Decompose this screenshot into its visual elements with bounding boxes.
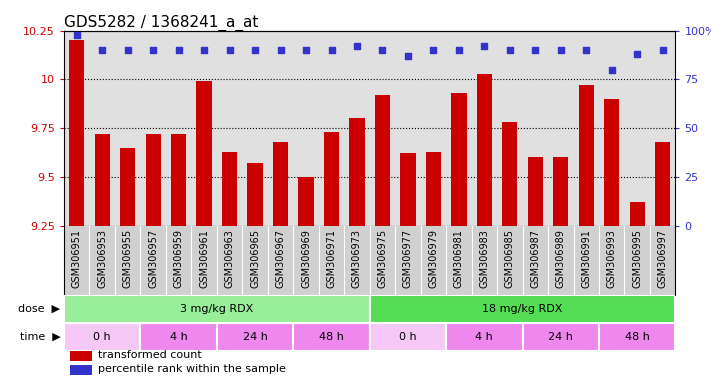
- Text: GSM306993: GSM306993: [606, 229, 616, 288]
- Point: [581, 47, 592, 53]
- Text: percentile rank within the sample: percentile rank within the sample: [97, 364, 286, 374]
- Bar: [146, 134, 161, 225]
- Text: GSM306975: GSM306975: [378, 229, 387, 288]
- Point: [606, 66, 617, 73]
- Text: GSM306955: GSM306955: [123, 229, 133, 288]
- Bar: [655, 142, 670, 225]
- Point: [173, 47, 184, 53]
- Text: GSM306985: GSM306985: [505, 229, 515, 288]
- Text: 4 h: 4 h: [476, 332, 493, 342]
- Text: GSM306991: GSM306991: [582, 229, 592, 288]
- Text: 0 h: 0 h: [93, 332, 111, 342]
- Text: GSM306977: GSM306977: [403, 229, 413, 288]
- Text: GSM306971: GSM306971: [326, 229, 336, 288]
- Bar: [70, 351, 92, 361]
- Bar: [426, 152, 441, 225]
- Bar: [528, 157, 543, 225]
- Point: [377, 47, 388, 53]
- Point: [657, 47, 668, 53]
- Point: [122, 47, 134, 53]
- Point: [530, 47, 541, 53]
- Bar: [69, 40, 85, 225]
- Bar: [64, 295, 370, 323]
- Bar: [247, 163, 262, 225]
- Text: GSM306995: GSM306995: [632, 229, 642, 288]
- Point: [428, 47, 439, 53]
- Text: GSM306973: GSM306973: [352, 229, 362, 288]
- Bar: [451, 93, 466, 225]
- Point: [275, 47, 287, 53]
- Text: GSM306963: GSM306963: [225, 229, 235, 288]
- Bar: [553, 157, 569, 225]
- Bar: [604, 99, 619, 225]
- Bar: [273, 142, 288, 225]
- Text: 48 h: 48 h: [625, 332, 650, 342]
- Point: [300, 47, 311, 53]
- Text: GSM306951: GSM306951: [72, 229, 82, 288]
- Point: [147, 47, 159, 53]
- Bar: [120, 147, 135, 225]
- Text: time  ▶: time ▶: [20, 332, 60, 342]
- Point: [504, 47, 515, 53]
- Point: [631, 51, 643, 57]
- Bar: [293, 323, 370, 351]
- Bar: [447, 323, 523, 351]
- Text: GSM306953: GSM306953: [97, 229, 107, 288]
- Text: 18 mg/kg RDX: 18 mg/kg RDX: [482, 304, 563, 314]
- Point: [224, 47, 235, 53]
- Point: [326, 47, 337, 53]
- Bar: [599, 323, 675, 351]
- Bar: [70, 365, 92, 374]
- Text: GSM306979: GSM306979: [429, 229, 439, 288]
- Bar: [629, 202, 645, 225]
- Text: GSM306965: GSM306965: [250, 229, 260, 288]
- Text: GSM306981: GSM306981: [454, 229, 464, 288]
- Bar: [579, 85, 594, 225]
- Point: [555, 47, 567, 53]
- Bar: [196, 81, 212, 225]
- Bar: [64, 323, 140, 351]
- Bar: [349, 118, 365, 225]
- Point: [198, 47, 210, 53]
- Point: [402, 53, 414, 59]
- Bar: [375, 95, 390, 225]
- Text: GSM306961: GSM306961: [199, 229, 209, 288]
- Text: GSM306967: GSM306967: [276, 229, 286, 288]
- Bar: [502, 122, 518, 225]
- Text: GSM306959: GSM306959: [173, 229, 183, 288]
- Bar: [523, 323, 599, 351]
- Text: 48 h: 48 h: [319, 332, 344, 342]
- Bar: [222, 152, 237, 225]
- Bar: [95, 134, 109, 225]
- Bar: [171, 134, 186, 225]
- Bar: [476, 74, 492, 225]
- Text: 4 h: 4 h: [170, 332, 188, 342]
- Point: [71, 31, 82, 38]
- Text: GDS5282 / 1368241_a_at: GDS5282 / 1368241_a_at: [64, 15, 258, 31]
- Point: [351, 43, 363, 50]
- Point: [97, 47, 108, 53]
- Point: [250, 47, 261, 53]
- Bar: [140, 323, 217, 351]
- Text: 24 h: 24 h: [548, 332, 573, 342]
- Text: GSM306957: GSM306957: [148, 229, 158, 288]
- Text: 0 h: 0 h: [399, 332, 417, 342]
- Bar: [370, 323, 447, 351]
- Text: GSM306997: GSM306997: [658, 229, 668, 288]
- Text: GSM306987: GSM306987: [530, 229, 540, 288]
- Text: transformed count: transformed count: [97, 350, 201, 360]
- Bar: [324, 132, 339, 225]
- Text: GSM306969: GSM306969: [301, 229, 311, 288]
- Text: GSM306983: GSM306983: [479, 229, 489, 288]
- Text: dose  ▶: dose ▶: [18, 304, 60, 314]
- Bar: [217, 323, 293, 351]
- Bar: [370, 295, 675, 323]
- Text: 24 h: 24 h: [242, 332, 267, 342]
- Bar: [400, 154, 415, 225]
- Text: 3 mg/kg RDX: 3 mg/kg RDX: [180, 304, 254, 314]
- Point: [479, 43, 490, 50]
- Bar: [299, 177, 314, 225]
- Point: [453, 47, 464, 53]
- Text: GSM306989: GSM306989: [556, 229, 566, 288]
